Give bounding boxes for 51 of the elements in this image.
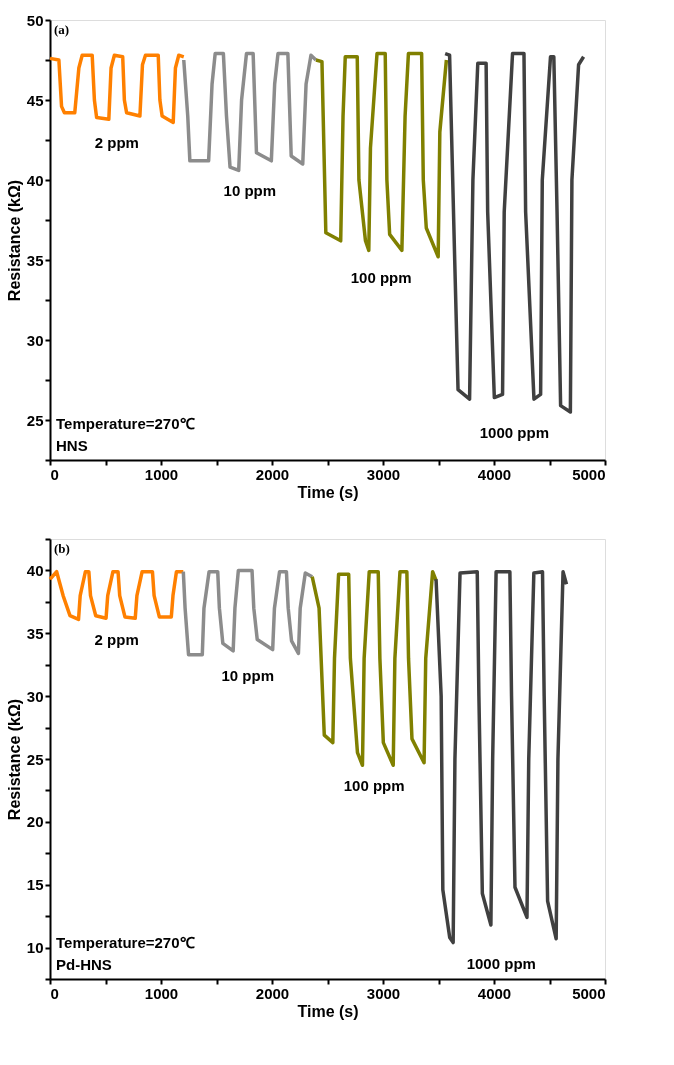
line-series bbox=[314, 51, 449, 259]
x-tick-label: 5000 bbox=[572, 984, 606, 1002]
y-tick-label: 50 bbox=[26, 11, 44, 29]
x-tick-label: 3000 bbox=[366, 984, 401, 1002]
line-series bbox=[181, 568, 314, 657]
y-tick-label: 10 bbox=[26, 939, 44, 957]
x-tick-label: 0 bbox=[50, 984, 59, 1002]
annotation: Temperature=270℃ bbox=[56, 934, 195, 951]
y-axis-title: Resistance (kΩ) bbox=[5, 179, 23, 302]
annotation: (a) bbox=[54, 22, 70, 37]
y-tick-label: 15 bbox=[26, 876, 44, 894]
x-tick-label: 2000 bbox=[255, 984, 290, 1002]
annotation: 100 ppm bbox=[343, 777, 405, 795]
line-series bbox=[434, 569, 569, 945]
y-tick-label: 35 bbox=[26, 251, 44, 269]
y-tick-label: 30 bbox=[26, 687, 44, 705]
x-tick-label: 4000 bbox=[477, 465, 512, 483]
x-tick-label: 5000 bbox=[572, 465, 606, 483]
y-tick-label: 35 bbox=[26, 624, 44, 642]
annotation: 100 ppm bbox=[350, 268, 412, 286]
annotation: 10 ppm bbox=[221, 666, 274, 684]
y-axis-title: Resistance (kΩ) bbox=[5, 698, 23, 821]
annotation: 1000 ppm bbox=[466, 954, 536, 972]
annotation: 2 ppm bbox=[94, 134, 139, 152]
y-tick-label: 40 bbox=[26, 561, 44, 579]
y-tick-label: 30 bbox=[26, 331, 44, 349]
x-axis-title: Time (s) bbox=[297, 483, 359, 501]
line-series bbox=[182, 51, 318, 173]
y-tick-label: 45 bbox=[26, 91, 44, 109]
x-tick-label: 2000 bbox=[255, 465, 290, 483]
line-series bbox=[48, 569, 186, 622]
annotation: (b) bbox=[54, 541, 70, 556]
y-tick-label: 25 bbox=[26, 750, 44, 768]
line-series bbox=[443, 51, 586, 414]
annotation: 10 ppm bbox=[223, 182, 277, 200]
y-tick-label: 25 bbox=[26, 411, 44, 429]
x-tick-label: 4000 bbox=[477, 984, 512, 1002]
annotation: Temperature=270℃ bbox=[56, 415, 195, 432]
y-tick-label: 40 bbox=[26, 171, 44, 189]
annotation: 1000 ppm bbox=[479, 424, 549, 441]
annotation: HNS bbox=[56, 437, 88, 454]
x-tick-label: 1000 bbox=[144, 465, 179, 483]
line-series bbox=[310, 569, 438, 768]
x-tick-label: 1000 bbox=[144, 984, 179, 1002]
x-tick-label: 0 bbox=[50, 465, 59, 483]
annotation: Pd-HNS bbox=[56, 956, 112, 973]
x-tick-label: 3000 bbox=[366, 465, 401, 483]
x-axis-title: Time (s) bbox=[297, 1002, 359, 1020]
y-tick-label: 20 bbox=[26, 813, 44, 831]
line-series bbox=[48, 53, 186, 125]
annotation: 2 ppm bbox=[94, 631, 139, 649]
